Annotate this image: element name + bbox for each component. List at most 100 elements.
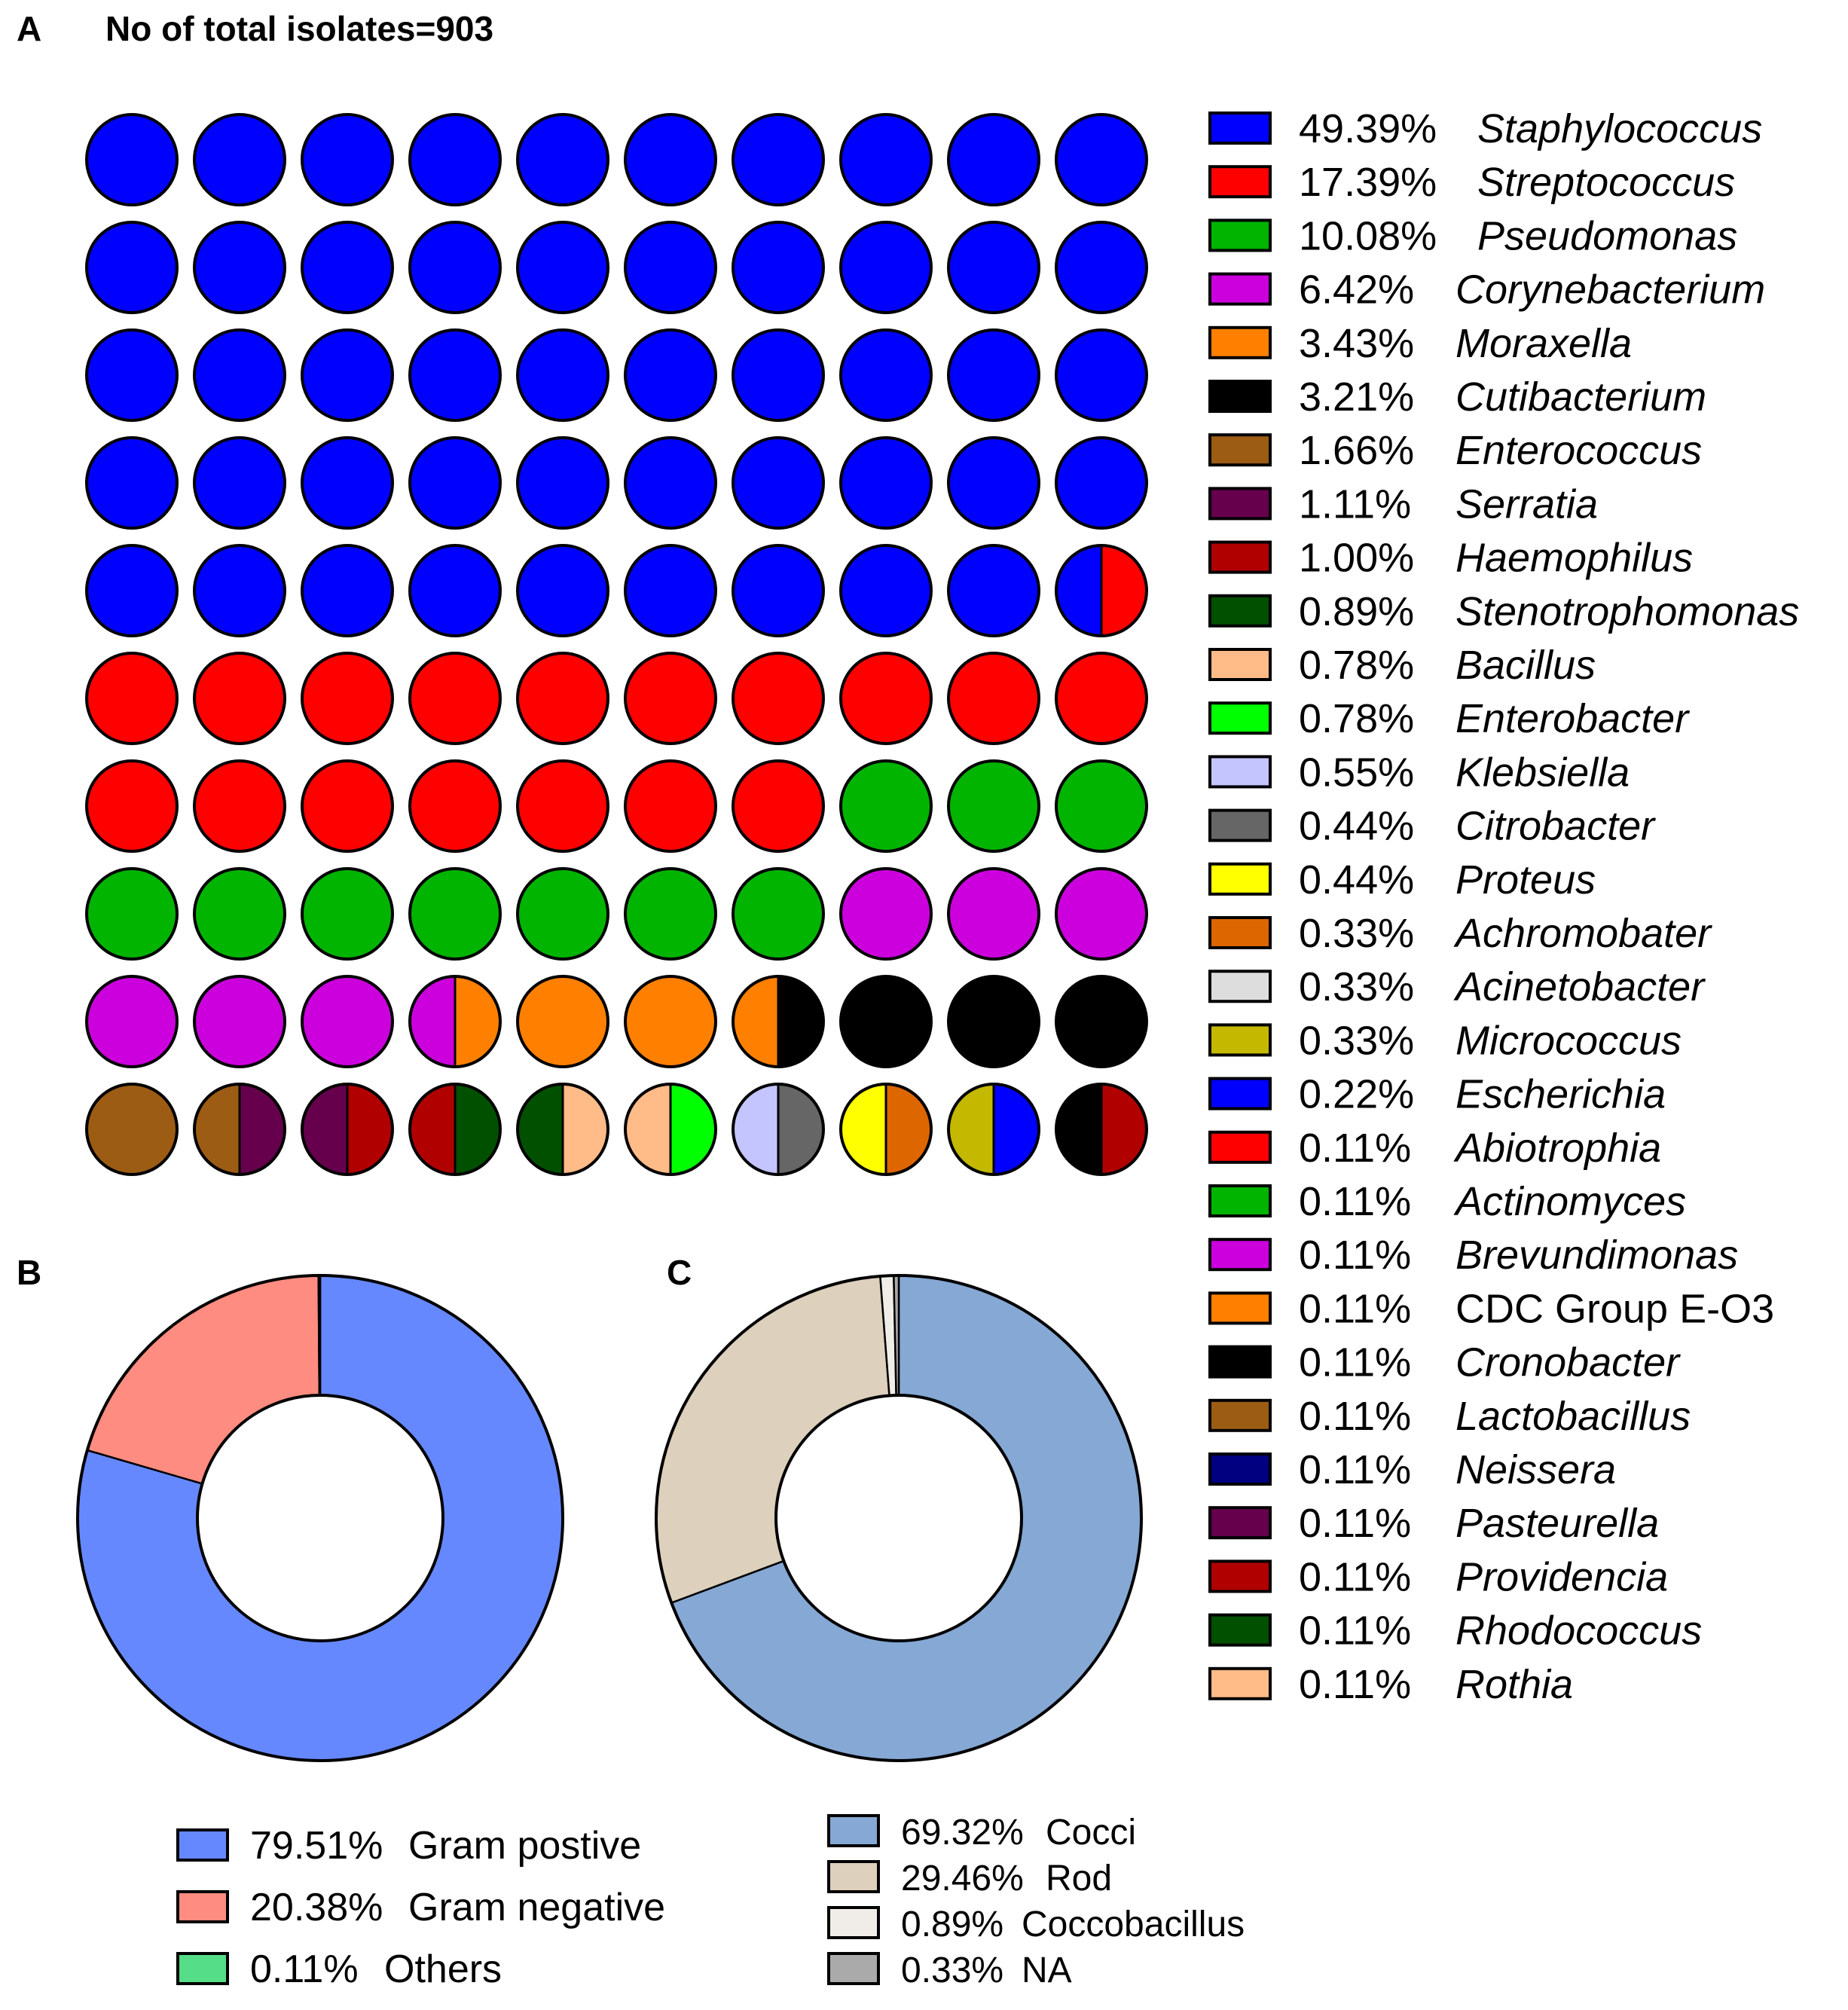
- legend-swatch: [1208, 380, 1272, 413]
- waffle-cell-r4-c6: [624, 436, 717, 530]
- panel-a-letter: A: [17, 9, 41, 48]
- waffle-cell-r4-c1: [85, 436, 179, 530]
- legend-label: Escherichia: [1455, 1072, 1666, 1117]
- waffle-cell-r10-c2-right-half: [240, 1084, 285, 1175]
- donut-outer-ring: [76, 1274, 564, 1762]
- legend-label: Moraxella: [1455, 321, 1632, 366]
- waffle-cell-r6-c6: [624, 652, 717, 745]
- waffle-cell-r7-c6: [624, 759, 717, 853]
- legend-item-abiotrophia: 0.11% Abiotrophia: [1208, 1126, 1661, 1171]
- donut-hole: [774, 1394, 1023, 1642]
- legend-label: Gram negative: [408, 1886, 665, 1929]
- legend-item-escherichia: 0.22% Escherichia: [1208, 1072, 1666, 1117]
- legend-percent: 0.11%: [1299, 1179, 1411, 1224]
- waffle-cell-r1-c2: [193, 113, 286, 206]
- waffle-cell-r6-c5: [516, 652, 609, 745]
- waffle-cell-r9-c4: [408, 975, 502, 1068]
- donut-hole: [196, 1394, 444, 1642]
- legend-swatch: [1208, 1023, 1272, 1057]
- waffle-cell-r7-c8: [839, 759, 933, 853]
- legend-percent: 69.32%: [901, 1813, 1024, 1853]
- legend-percent: 0.11%: [1299, 1608, 1411, 1654]
- waffle-cell-r6-c1: [85, 652, 179, 745]
- legend-percent: 17.39%: [1299, 160, 1437, 205]
- legend-label: Neissera: [1455, 1447, 1616, 1492]
- waffle-cell-r6-c9: [947, 652, 1040, 745]
- waffle-cell-r8-c1: [85, 867, 179, 961]
- legend-percent: 0.78%: [1299, 696, 1414, 741]
- legend-swatch: [827, 1814, 880, 1847]
- waffle-cell-r8-c4: [408, 867, 502, 961]
- donut-gram: [76, 1274, 564, 1762]
- waffle-cell-r10-c4: [408, 1083, 502, 1176]
- legend-item-rhodococcus: 0.11% Rhodococcus: [1208, 1608, 1702, 1654]
- legend-swatch: [827, 1860, 880, 1893]
- waffle-cell-r8-c5: [516, 867, 609, 961]
- waffle-cell-r8-c7: [732, 867, 825, 961]
- legend-percent: 0.89%: [901, 1905, 1003, 1944]
- legend-percent: 79.51%: [250, 1824, 383, 1868]
- legend-label: NA: [1022, 1950, 1072, 1990]
- legend-percent: 49.39%: [1299, 106, 1437, 151]
- legend-item-gram-negative: 20.38% Gram negative: [176, 1886, 665, 1929]
- legend-percent: 20.38%: [250, 1886, 383, 1929]
- legend-item-lactobacillus: 0.11% Lactobacillus: [1208, 1394, 1691, 1439]
- waffle-cell-r7-c3: [301, 759, 394, 853]
- waffle-cell-r9-c4-outline: [408, 975, 502, 1068]
- waffle-cell-r10-c8-left-half: [841, 1084, 886, 1175]
- waffle-cell-r10-c9-right-half: [994, 1084, 1039, 1175]
- waffle-cell-r5-c10-outline: [1055, 544, 1148, 637]
- legend-label: Achromobater: [1453, 911, 1712, 956]
- legend-label: Haemophilus: [1455, 536, 1693, 581]
- waffle-cell-r10-c9: [947, 1083, 1040, 1176]
- waffle-cell-r10-c4-left-half: [410, 1084, 455, 1175]
- waffle-cell-r9-c4-left-half: [410, 976, 455, 1067]
- legend-label: Rothia: [1455, 1662, 1573, 1707]
- legend-item-rothia: 0.11% Rothia: [1208, 1662, 1573, 1707]
- legend-swatch: [1208, 1077, 1272, 1110]
- waffle-cell-r10-c10-outline: [1055, 1083, 1148, 1176]
- waffle-cell-r10-c6-left-half: [625, 1084, 670, 1175]
- waffle-cell-r2-c8: [839, 221, 933, 314]
- waffle-cell-r3-c3: [301, 328, 394, 422]
- waffle-cell-r4-c4: [408, 436, 502, 530]
- waffle-cell-r2-c9: [947, 221, 1040, 314]
- legend-label: CDC Group E-O3: [1455, 1286, 1774, 1331]
- legend-swatch: [176, 1952, 229, 1985]
- legend-percent: 0.11%: [1299, 1126, 1411, 1171]
- waffle-cell-r8-c2: [193, 867, 286, 961]
- waffle-cell-r10-c7-outline: [732, 1083, 825, 1176]
- waffle-cell-r5-c6: [624, 544, 717, 637]
- legend-swatch: [1208, 433, 1272, 467]
- legend-swatch: [1208, 1666, 1272, 1700]
- waffle-cell-r7-c7: [732, 759, 825, 853]
- legend-label: Micrococcus: [1455, 1018, 1682, 1063]
- waffle-cell-r2-c10: [1055, 221, 1148, 314]
- legend-swatch: [1208, 970, 1272, 1003]
- waffle-cell-r10-c3-outline: [301, 1083, 394, 1176]
- waffle-cell-r5-c8: [839, 544, 933, 637]
- donut-gram-legend: 79.51% Gram postive 20.38% Gram negative 0.1…: [176, 1824, 665, 1991]
- waffle-cell-r9-c7-outline: [732, 975, 825, 1068]
- waffle-cell-r6-c4: [408, 652, 502, 745]
- legend-swatch: [1208, 701, 1272, 735]
- legend-label: Rod: [1046, 1859, 1112, 1899]
- legend-percent: 10.08%: [1299, 213, 1437, 258]
- legend-percent: 1.00%: [1299, 536, 1414, 581]
- legend-percent: 0.11%: [250, 1947, 359, 1991]
- waffle-cell-r10-c7-left-half: [733, 1084, 778, 1175]
- legend-item-others: 0.11% Others: [176, 1947, 502, 1991]
- waffle-cell-r4-c2: [193, 436, 286, 530]
- waffle-cell-r9-c6: [624, 975, 717, 1068]
- waffle-cell-r10-c9-outline: [947, 1083, 1040, 1176]
- legend-item-acinetobacter: 0.33% Acinetobacter: [1208, 964, 1706, 1010]
- waffle-cell-r5-c1: [85, 544, 179, 637]
- waffle-cell-r7-c9: [947, 759, 1040, 853]
- waffle-cell-r3-c8: [839, 328, 933, 422]
- legend-percent: 0.33%: [1299, 964, 1414, 1010]
- legend-label: Others: [384, 1947, 502, 1991]
- legend-percent: 0.33%: [1299, 1018, 1414, 1063]
- waffle-cell-r1-c9: [947, 113, 1040, 206]
- waffle-cell-r4-c3: [301, 436, 394, 530]
- legend-label: Bacillus: [1455, 643, 1596, 688]
